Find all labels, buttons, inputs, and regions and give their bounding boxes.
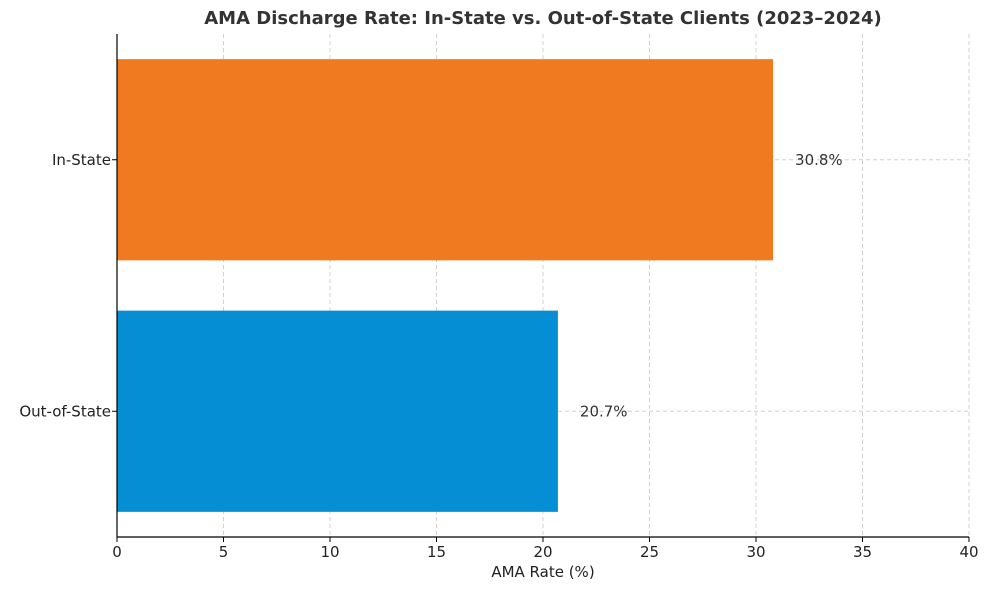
x-tick-label: 25 — [640, 543, 659, 561]
bars — [117, 59, 774, 512]
x-axis-label: AMA Rate (%) — [491, 563, 594, 581]
y-tick-label: In-State — [52, 151, 111, 169]
x-tick-label: 20 — [533, 543, 552, 561]
x-tick-label: 30 — [746, 543, 765, 561]
x-tick-label: 40 — [959, 543, 978, 561]
x-tick-label: 10 — [320, 543, 339, 561]
bar — [117, 310, 558, 512]
data-label: 30.8% — [795, 151, 843, 169]
ticks: 0 5 10 15 20 25 30 35 40 In-State Out-of-State — [19, 151, 978, 561]
x-tick-label: 5 — [219, 543, 229, 561]
bar — [117, 59, 774, 261]
x-tick-label: 15 — [427, 543, 446, 561]
y-tick-label: Out-of-State — [19, 402, 111, 420]
x-tick-label: 35 — [853, 543, 872, 561]
chart-title: AMA Discharge Rate: In-State vs. Out-of-… — [204, 8, 882, 29]
x-tick-label: 0 — [112, 543, 122, 561]
data-label: 20.7% — [580, 402, 628, 420]
data-labels: 30.8% 20.7% — [580, 151, 843, 421]
